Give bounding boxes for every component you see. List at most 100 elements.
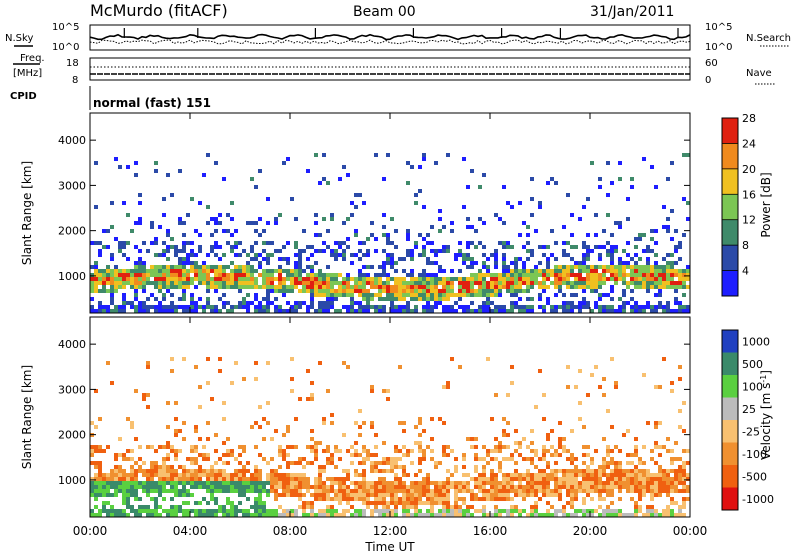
heatmap-cell xyxy=(258,477,262,481)
heatmap-cell xyxy=(558,421,562,425)
heatmap-cell xyxy=(242,473,246,477)
heatmap-cell xyxy=(546,481,550,485)
heatmap-cell xyxy=(274,309,278,313)
heatmap-cell xyxy=(238,489,242,493)
heatmap-cell xyxy=(182,257,186,261)
heatmap-cell xyxy=(378,285,382,289)
heatmap-cell xyxy=(586,249,590,253)
heatmap-cell xyxy=(402,445,406,449)
heatmap-cell xyxy=(318,293,322,297)
heatmap-cell xyxy=(626,485,630,489)
heatmap-cell xyxy=(182,509,186,513)
heatmap-cell xyxy=(466,281,470,285)
heatmap-cell xyxy=(186,513,190,517)
heatmap-cell xyxy=(362,421,366,425)
heatmap-cell xyxy=(258,301,262,305)
heatmap-cell xyxy=(402,469,406,473)
heatmap-cell xyxy=(218,457,222,461)
heatmap-cell xyxy=(410,497,414,501)
heatmap-cell xyxy=(314,453,318,457)
heatmap-cell xyxy=(550,177,554,181)
heatmap-cell xyxy=(610,485,614,489)
heatmap-cell xyxy=(530,249,534,253)
heatmap-cell xyxy=(154,509,158,513)
heatmap-cell xyxy=(150,273,154,277)
heatmap-cell xyxy=(550,493,554,497)
heatmap-cell xyxy=(286,489,290,493)
heatmap-cell xyxy=(206,253,210,257)
heatmap-cell xyxy=(362,241,366,245)
heatmap-cell xyxy=(226,285,230,289)
heatmap-cell xyxy=(334,241,338,245)
heatmap-cell xyxy=(334,489,338,493)
heatmap-cell xyxy=(346,277,350,281)
heatmap-cell xyxy=(110,481,114,485)
heatmap-cell xyxy=(586,493,590,497)
heatmap-cell xyxy=(194,309,198,313)
heatmap-cell xyxy=(378,273,382,277)
heatmap-cell xyxy=(230,381,234,385)
heatmap-cell xyxy=(214,245,218,249)
heatmap-cell xyxy=(94,265,98,269)
heatmap-cell xyxy=(286,509,290,513)
heatmap-cell xyxy=(274,305,278,309)
heatmap-cell xyxy=(642,277,646,281)
heatmap-cell xyxy=(358,509,362,513)
heatmap-cell xyxy=(102,285,106,289)
colorbar-frame xyxy=(721,329,739,511)
heatmap-cell xyxy=(446,501,450,505)
heatmap-cell xyxy=(322,281,326,285)
heatmap-cell xyxy=(554,513,558,517)
heatmap-cell xyxy=(354,469,358,473)
heatmap-cell xyxy=(178,249,182,253)
heatmap-cell xyxy=(254,229,258,233)
heatmap-cell xyxy=(438,493,442,497)
heatmap-cell xyxy=(438,481,442,485)
heatmap-cell xyxy=(522,289,526,293)
heatmap-cell xyxy=(518,285,522,289)
heatmap-cell xyxy=(118,453,122,457)
heatmap-cell xyxy=(414,485,418,489)
heatmap-cell xyxy=(358,309,362,313)
heatmap-cell xyxy=(198,265,202,269)
heatmap-cell xyxy=(294,477,298,481)
heatmap-cell xyxy=(302,465,306,469)
heatmap-cell xyxy=(94,425,98,429)
heatmap-cell xyxy=(114,493,118,497)
heatmap-cell xyxy=(218,221,222,225)
heatmap-cell xyxy=(366,297,370,301)
heatmap-cell xyxy=(506,481,510,485)
heatmap-cell xyxy=(202,277,206,281)
heatmap-cell xyxy=(138,273,142,277)
heatmap-cell xyxy=(166,513,170,517)
heatmap-cell xyxy=(666,225,670,229)
heatmap-cell xyxy=(98,477,102,481)
heatmap-cell xyxy=(638,257,642,261)
heatmap-cell xyxy=(130,477,134,481)
heatmap-cell xyxy=(510,205,514,209)
heatmap-cell xyxy=(362,485,366,489)
heatmap-cell xyxy=(350,289,354,293)
heatmap-cell xyxy=(238,445,242,449)
heatmap-cell xyxy=(362,445,366,449)
heatmap-cell xyxy=(378,305,382,309)
heatmap-cell xyxy=(150,281,154,285)
heatmap-cell xyxy=(230,309,234,313)
heatmap-cell xyxy=(258,233,262,237)
heatmap-cell xyxy=(190,493,194,497)
heatmap-cell xyxy=(414,509,418,513)
heatmap-cell xyxy=(442,497,446,501)
colorbar-tick-label: -500 xyxy=(742,470,767,483)
heatmap-cell xyxy=(246,497,250,501)
heatmap-cell xyxy=(514,461,518,465)
heatmap-cell xyxy=(242,281,246,285)
heatmap-cell xyxy=(218,509,222,513)
heatmap-cell xyxy=(330,217,334,221)
heatmap-cell xyxy=(434,481,438,485)
heatmap-cell xyxy=(422,253,426,257)
heatmap-cell xyxy=(618,297,622,301)
heatmap-cell xyxy=(374,153,378,157)
heatmap-cell xyxy=(510,497,514,501)
heatmap-cell xyxy=(494,289,498,293)
heatmap-cell xyxy=(270,477,274,481)
